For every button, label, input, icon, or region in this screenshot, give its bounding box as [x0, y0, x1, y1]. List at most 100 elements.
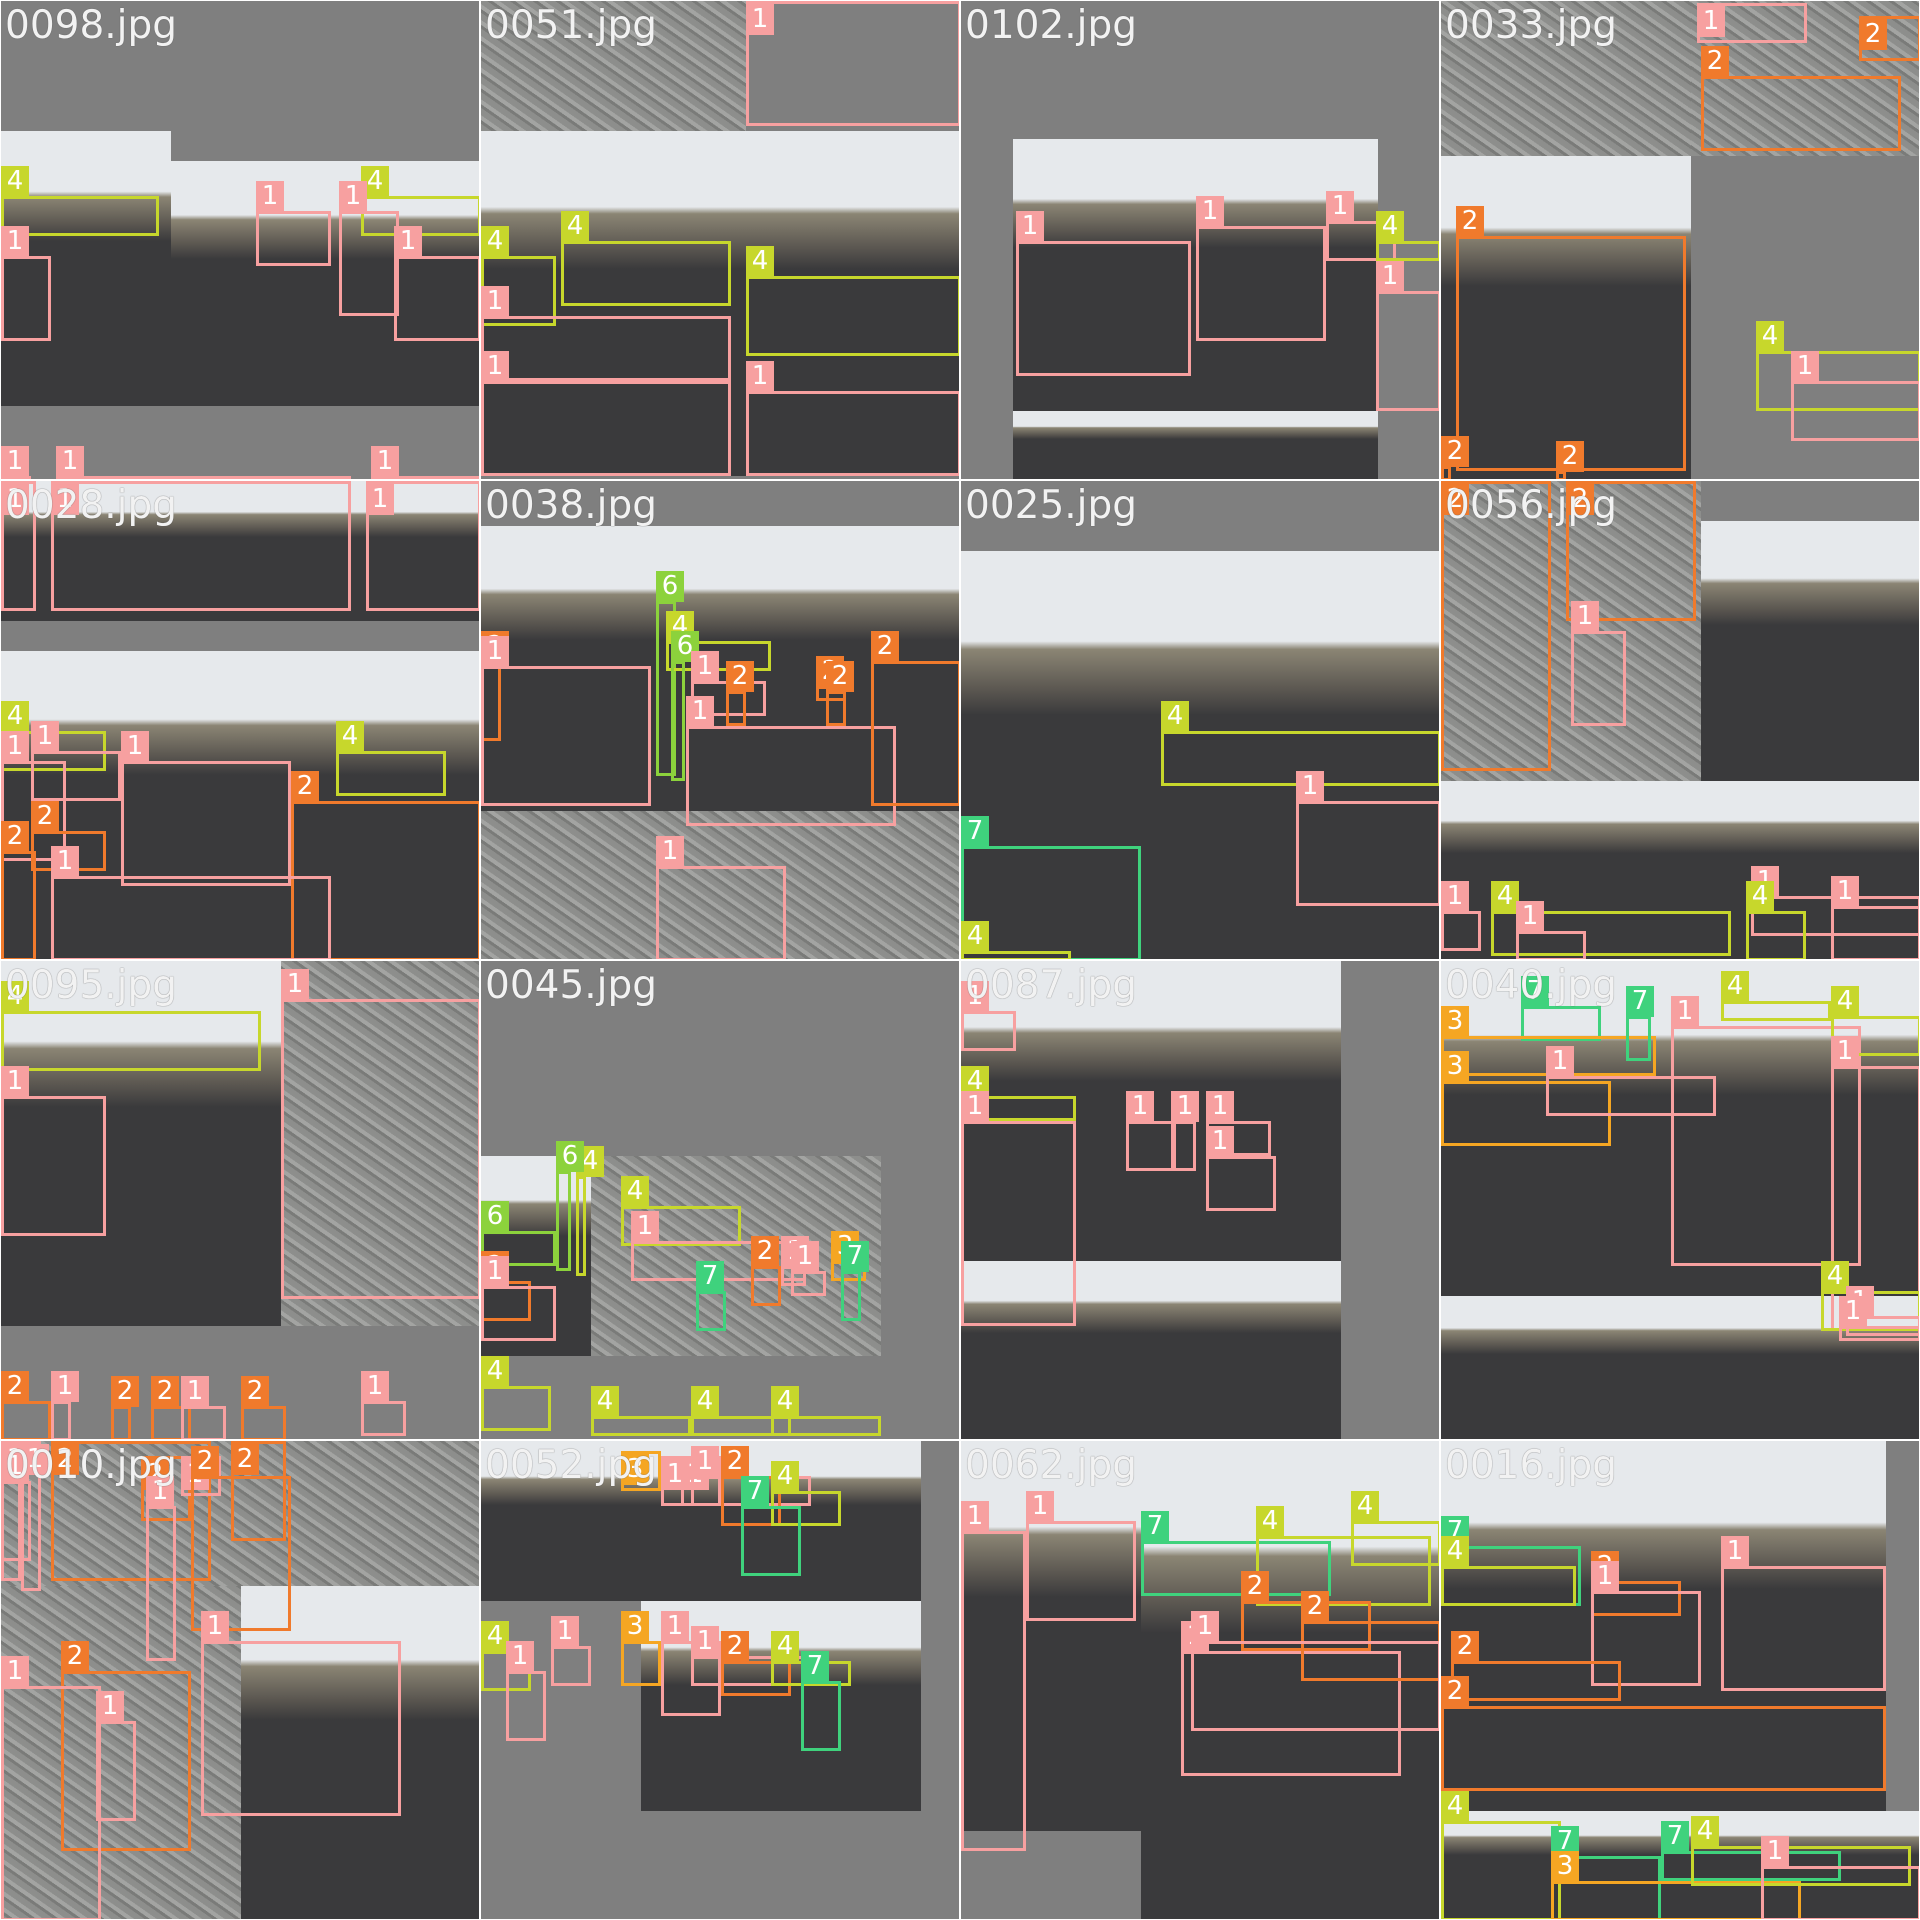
mosaic-photo [1701, 521, 1919, 781]
detection-class-label: 4 [1256, 1506, 1284, 1537]
detection-class-label: 4 [591, 1386, 619, 1417]
detection-class-label: 1 [481, 1256, 509, 1287]
mosaic-tile[interactable]: 11122121221110010.jpg [0, 1440, 480, 1920]
detection-box: 1 [1376, 261, 1439, 411]
detection-box: 1 [481, 636, 651, 806]
mosaic-tile[interactable]: 2211411410056.jpg [1440, 480, 1920, 960]
detection-class-label: 3 [1551, 1851, 1579, 1882]
detection-box: 7 [741, 1476, 801, 1576]
detection-box: 3 [621, 1611, 661, 1686]
mosaic-photo [746, 131, 959, 476]
detection-box: 1 [746, 361, 959, 476]
detection-class-label: 7 [801, 1651, 829, 1682]
detection-class-label: 2 [1, 821, 29, 852]
detection-box: 1 [121, 731, 291, 886]
mosaic-tile[interactable]: 4 1 1 4 1 1 1 1 1 0098.jpg [0, 0, 480, 480]
mosaic-tile[interactable]: 1 1 1 4 1 0102.jpg [960, 0, 1440, 480]
detection-class-label: 1 [1, 731, 29, 762]
detection-box: 2 [1, 821, 36, 959]
detection-class-label: 1 [1839, 1296, 1867, 1327]
detection-class-label: 2 [1451, 1631, 1479, 1662]
detection-class-label: 2 [231, 1444, 259, 1475]
detection-class-label: 4 [481, 1356, 509, 1387]
detection-class-label: 1 [481, 286, 509, 317]
detection-box: 1 [1171, 1091, 1199, 1171]
detection-class-label: 1 [1671, 996, 1699, 1027]
detection-class-label: 7 [1141, 1511, 1169, 1542]
detection-box: 1 [1, 1451, 31, 1561]
mosaic-tile[interactable]: 1 1 1 4 1 1 1 4 2 2 2 1 0028.jpg [0, 480, 480, 960]
mosaic-tile[interactable]: 4 1 7 4 0025.jpg [960, 480, 1440, 960]
detection-class-label: 1 [1441, 881, 1469, 912]
detection-class-label: 1 [1516, 901, 1544, 932]
detection-class-label: 4 [481, 1621, 509, 1652]
detection-class-label: 1 [661, 1611, 689, 1642]
detection-class-label: 2 [721, 1631, 749, 1662]
detection-class-label: 6 [656, 571, 684, 602]
mosaic-tile[interactable]: 1174412210062.jpg [960, 1440, 1440, 1920]
detection-class-label: 2 [1441, 1676, 1469, 1707]
mosaic-tile[interactable]: 31112474113112470052.jpg [480, 1440, 960, 1920]
detection-class-label: 1 [1831, 876, 1859, 907]
detection-class-label: 1 [181, 1376, 209, 1407]
detection-box: 4 [591, 1386, 691, 1436]
detection-class-label: 1 [961, 1501, 989, 1532]
detection-box: 1 [1026, 1491, 1136, 1621]
mosaic-tile[interactable]: 6462112122210038.jpg [480, 480, 960, 960]
detection-box: 1 [481, 1256, 556, 1341]
detection-box: 1 [1441, 881, 1481, 951]
mosaic-tile[interactable]: 1 4 4 1 4 1 1 0051.jpg [480, 0, 960, 480]
mosaic-tile[interactable]: 1 4 1 1 1 1 1 0087.jpg [960, 960, 1440, 1440]
detection-class-label: 2 [1, 1371, 29, 1402]
detection-class-label: 1 [121, 731, 149, 762]
mosaic-photo [281, 961, 479, 1326]
detection-class-label: 3 [621, 1454, 649, 1485]
detection-box: 1 [1016, 211, 1191, 376]
detection-box: 4 [561, 211, 731, 306]
mosaic-tile[interactable]: 4 1 1 2 1 2 2 1 2 1 0095.jpg [0, 960, 480, 1440]
detection-class-label: 1 [51, 846, 79, 877]
detection-class-label: 1 [481, 636, 509, 667]
detection-box: 1 [51, 481, 351, 611]
detection-class-label: 1 [1546, 1046, 1574, 1077]
tile-filename: 0038.jpg [485, 483, 657, 528]
detection-class-label: 1 [1, 1451, 29, 1482]
detection-class-label: 1 [481, 351, 509, 382]
detection-class-label: 4 [691, 1386, 719, 1417]
detection-class-label: 7 [961, 816, 989, 847]
detection-box: 4 [336, 721, 446, 796]
detection-class-label: 4 [771, 1631, 799, 1662]
detection-box: 2 [726, 661, 754, 726]
mosaic-photo [171, 161, 479, 406]
mosaic-tile[interactable]: 7373114414110040.jpg [1440, 960, 1920, 1440]
detection-class-label: 4 [1821, 1261, 1849, 1292]
detection-class-label: 1 [361, 1371, 389, 1402]
detection-class-label: 4 [961, 921, 989, 952]
mosaic-tile[interactable]: 74211224737410016.jpg [1440, 1440, 1920, 1920]
detection-box: 6 [481, 1201, 556, 1266]
detection-class-label: 4 [1, 701, 29, 732]
mosaic-photo [1, 961, 281, 1326]
detection-class-label: 1 [1376, 261, 1404, 292]
detection-box: 4 [1746, 881, 1806, 959]
detection-class-label: 4 [561, 211, 589, 242]
detection-class-label: 1 [201, 1611, 229, 1642]
mosaic-photo [1013, 139, 1378, 411]
detection-box: 2 [871, 631, 959, 806]
detection-class-label: 7 [696, 1261, 724, 1292]
mosaic-tile[interactable]: 1 2 2 2 4 1 2 2 0033.jpg [1440, 0, 1920, 480]
detection-class-label: 1 [686, 696, 714, 727]
detection-class-label: 1 [1206, 1091, 1234, 1122]
detection-class-label: 6 [556, 1141, 584, 1172]
detection-box: 4 [961, 921, 1071, 959]
detection-box: 1 [1, 446, 31, 479]
tile-filename: 0010.jpg [5, 1443, 177, 1488]
mosaic-tile[interactable]: 646214172113744440045.jpg [480, 960, 960, 1440]
detection-box: 4 [746, 246, 959, 356]
tile-filename: 0033.jpg [1445, 3, 1617, 48]
detection-box: 2 [721, 1631, 791, 1696]
detection-class-label: 4 [1746, 881, 1774, 912]
detection-box: 2 [1441, 436, 1469, 479]
detection-box: 2 [61, 1641, 191, 1851]
detection-box: 2 [826, 661, 854, 726]
